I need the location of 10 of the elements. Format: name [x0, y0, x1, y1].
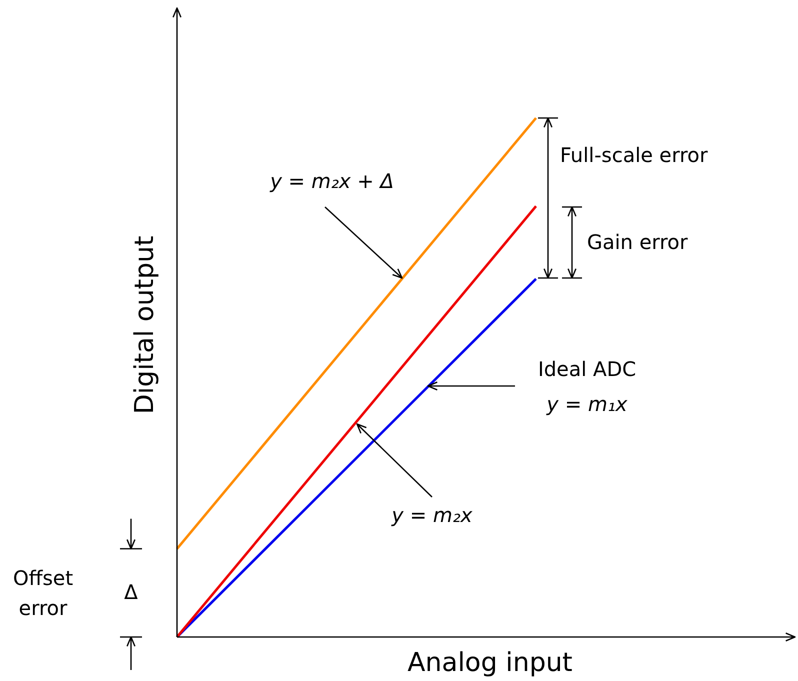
annotation: y = m₁x	[546, 392, 628, 416]
annotation: Ideal ADC	[538, 357, 636, 382]
text: Offset error	[12, 566, 74, 620]
y-axis-title: Digital output	[130, 236, 160, 414]
annotation: Gain error	[587, 230, 689, 254]
annotation: y = m₂x	[390, 503, 472, 528]
annotation: Full-scale error	[560, 143, 708, 168]
annotation: y = m₂x + Δ	[269, 169, 394, 194]
text: Δ	[124, 580, 138, 604]
x-axis-title: Analog input	[408, 648, 572, 678]
